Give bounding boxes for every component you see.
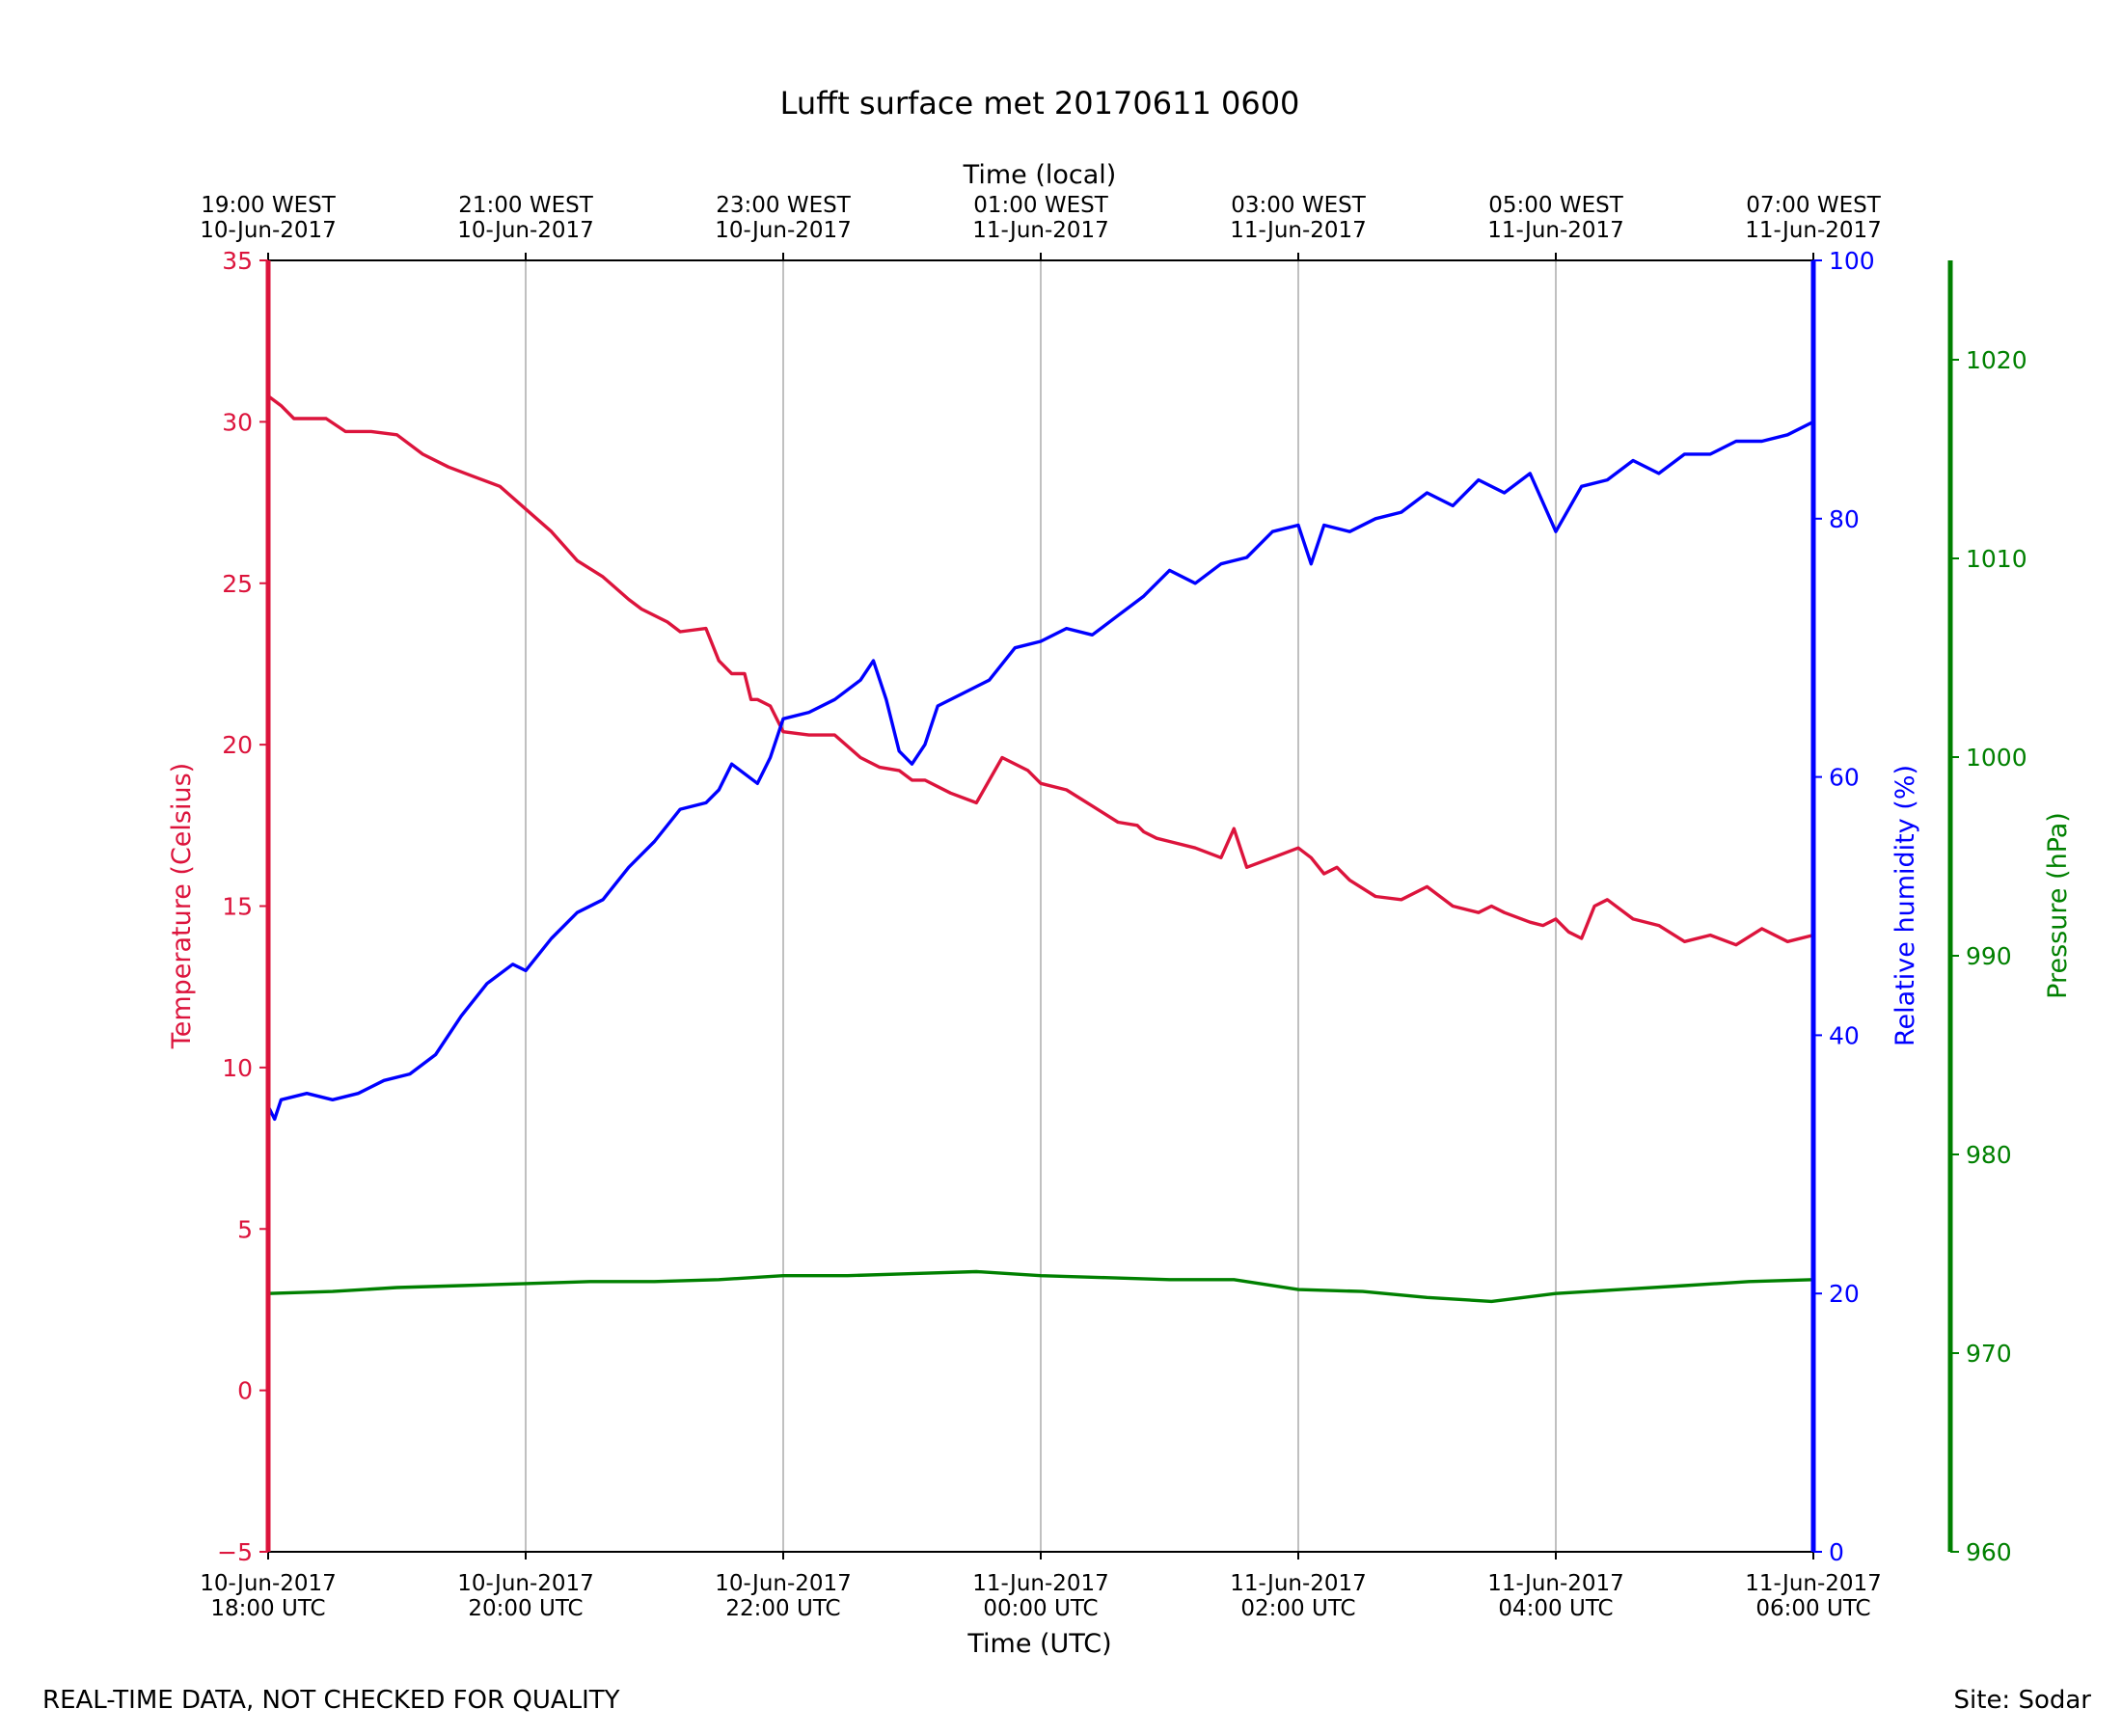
x-tick-label: 10-Jun-2017: [457, 1571, 594, 1596]
rh-axis-label: Relative humidity (%): [1891, 765, 1920, 1046]
pressure-tick-label: 1010: [1966, 545, 2027, 573]
x-tick-label: 20:00 UTC: [468, 1596, 583, 1621]
x2-tick-label: 23:00 WEST: [716, 193, 851, 218]
pressure-tick-label: 1020: [1966, 346, 2027, 374]
x-tick-label: 18:00 UTC: [210, 1596, 325, 1621]
series-line-rh: [266, 420, 1814, 1122]
grid-lines: [267, 260, 1814, 1552]
temp-tick-label: 15: [222, 893, 253, 921]
x2-tick-label: 11-Jun-2017: [1745, 218, 1882, 243]
x-tick-label: 02:00 UTC: [1240, 1596, 1355, 1621]
x2-tick-label: 21:00 WEST: [458, 193, 593, 218]
temp-tick-label: 35: [222, 247, 253, 275]
x-tick-label: 11-Jun-2017: [1487, 1571, 1624, 1596]
rh-tick-label: 100: [1829, 247, 1875, 275]
rh-tick-label: 80: [1829, 505, 1860, 533]
pressure-axis-label: Pressure (hPa): [2043, 812, 2073, 999]
x2-tick-label: 11-Jun-2017: [1230, 218, 1367, 243]
temp-tick-label: 0: [237, 1377, 253, 1405]
rh-tick-label: 20: [1829, 1280, 1860, 1308]
pressure-tick-label: 980: [1966, 1141, 2012, 1169]
x2-tick-label: 19:00 WEST: [201, 193, 336, 218]
x-tick-label: 11-Jun-2017: [972, 1571, 1109, 1596]
x2-tick-label: 10-Jun-2017: [200, 218, 337, 243]
x-tick-label: 04:00 UTC: [1498, 1596, 1613, 1621]
temp-tick-label: 30: [222, 408, 253, 436]
pressure-tick-label: 960: [1966, 1538, 2012, 1566]
x2-tick-label: 10-Jun-2017: [715, 218, 852, 243]
bottom-axis-label: Time (UTC): [966, 1629, 1111, 1659]
pressure-tick-label: 990: [1966, 942, 2012, 970]
x2-tick-label: 01:00 WEST: [973, 193, 1108, 218]
rh-tick-label: 40: [1829, 1021, 1860, 1049]
temp-tick-label: 20: [222, 731, 253, 759]
series-line-temp: [266, 394, 1814, 947]
quality-disclaimer: REAL-TIME DATA, NOT CHECKED FOR QUALITY: [42, 1686, 620, 1715]
x-tick-label: 10-Jun-2017: [200, 1571, 337, 1596]
temp-tick-label: 5: [237, 1215, 253, 1243]
x2-tick-label: 10-Jun-2017: [457, 218, 594, 243]
series-line-pres: [267, 1269, 1814, 1304]
rh-tick-label: 60: [1829, 764, 1860, 792]
temp-axis-label: Temperature (Celsius): [167, 763, 197, 1049]
x2-tick-label: 05:00 WEST: [1488, 193, 1623, 218]
temp-tick-label: 10: [222, 1054, 253, 1082]
pressure-tick-label: 970: [1966, 1340, 2012, 1368]
x-tick-label: 00:00 UTC: [983, 1596, 1098, 1621]
site-label: Site: Sodar: [1954, 1686, 2092, 1715]
temp-tick-label: 25: [222, 570, 253, 598]
rh-tick-label: 0: [1829, 1538, 1844, 1566]
top-axis-label: Time (local): [963, 160, 1117, 190]
x2-tick-label: 03:00 WEST: [1231, 193, 1366, 218]
x2-tick-label: 07:00 WEST: [1746, 193, 1881, 218]
temp-tick-label: −5: [217, 1538, 253, 1566]
x-tick-label: 11-Jun-2017: [1230, 1571, 1367, 1596]
chart-title: Lufft surface met 20170611 0600: [780, 85, 1300, 122]
series-lines: [266, 394, 1814, 1304]
x-tick-label: 06:00 UTC: [1755, 1596, 1870, 1621]
x-tick-label: 11-Jun-2017: [1745, 1571, 1882, 1596]
pressure-tick-label: 1000: [1966, 744, 2027, 772]
x-tick-label: 22:00 UTC: [725, 1596, 840, 1621]
x2-tick-label: 11-Jun-2017: [1487, 218, 1624, 243]
x-tick-label: 10-Jun-2017: [715, 1571, 852, 1596]
x2-tick-label: 11-Jun-2017: [972, 218, 1109, 243]
